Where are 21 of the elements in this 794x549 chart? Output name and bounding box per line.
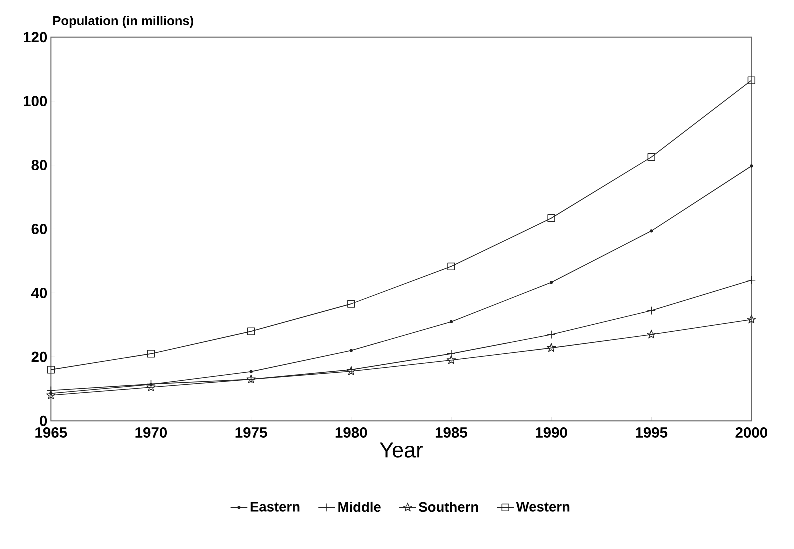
- legend-label: Middle: [338, 502, 381, 512]
- y-tick-label: 40: [31, 288, 48, 298]
- x-tick-label: 1990: [536, 428, 568, 438]
- y-tick-label: 60: [32, 224, 48, 234]
- x-tick-label: 1975: [236, 428, 268, 438]
- y-tick-label: 20: [32, 352, 48, 362]
- legend-label: Western: [516, 502, 570, 512]
- legend-label: Southern: [419, 502, 478, 512]
- x-tick-label: 1995: [636, 428, 668, 438]
- x-tick-label: 1985: [436, 428, 468, 438]
- x-tick-label: 1970: [136, 428, 168, 438]
- x-axis-title: Year: [380, 442, 423, 458]
- y-axis-title: Population (in millions): [54, 16, 194, 28]
- x-tick-label: 1980: [336, 428, 368, 438]
- x-tick-label: 2000: [736, 428, 768, 438]
- y-tick-label: 0: [40, 416, 48, 426]
- y-tick-label: 100: [24, 96, 48, 107]
- y-tick-label: 120: [24, 32, 48, 43]
- y-tick-label: 80: [32, 160, 48, 171]
- legend-label: Eastern: [250, 502, 300, 512]
- x-tick-label: 1965: [36, 428, 68, 438]
